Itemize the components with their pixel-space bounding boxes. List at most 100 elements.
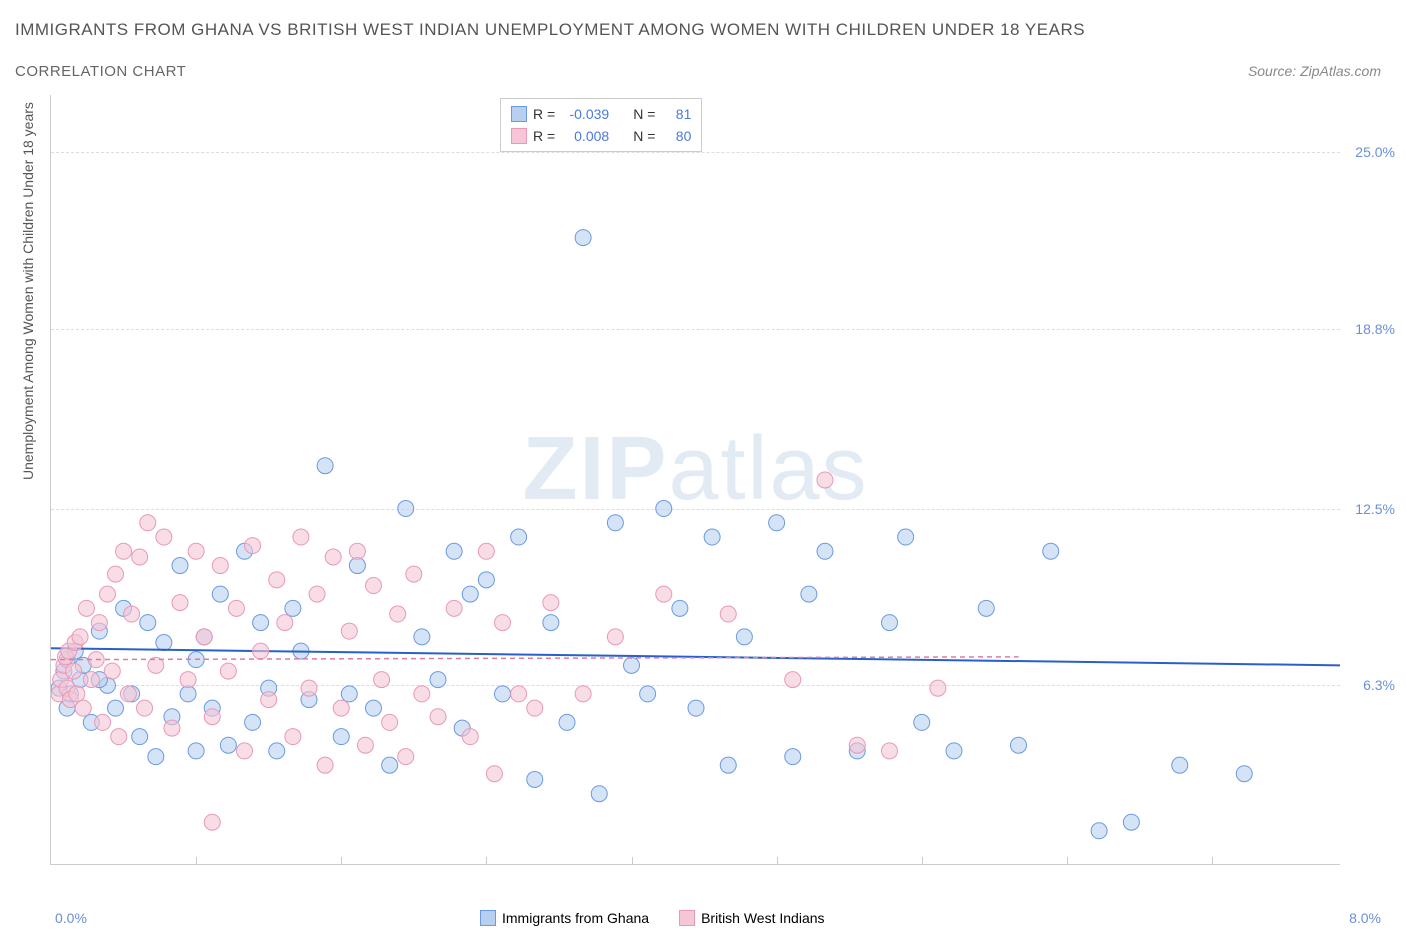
- data-point: [317, 458, 333, 474]
- data-point: [462, 586, 478, 602]
- data-point: [575, 230, 591, 246]
- data-point: [607, 515, 623, 531]
- data-point: [261, 692, 277, 708]
- data-point: [704, 529, 720, 545]
- data-point: [930, 680, 946, 696]
- data-point: [180, 672, 196, 688]
- data-point: [817, 472, 833, 488]
- page-subtitle: CORRELATION CHART: [15, 63, 186, 80]
- data-point: [83, 672, 99, 688]
- data-point: [124, 606, 140, 622]
- data-point: [543, 595, 559, 611]
- y-tick-label: 6.3%: [1363, 677, 1395, 693]
- r-label: R =: [533, 128, 555, 144]
- data-point: [406, 566, 422, 582]
- data-point: [366, 700, 382, 716]
- data-point: [1091, 823, 1107, 839]
- data-point: [116, 543, 132, 559]
- swatch-icon: [679, 910, 695, 926]
- x-axis-end: 8.0%: [1349, 910, 1381, 926]
- legend-item: Immigrants from Ghana: [480, 910, 649, 926]
- data-point: [720, 606, 736, 622]
- data-point: [462, 729, 478, 745]
- data-point: [277, 615, 293, 631]
- y-axis-label: Unemployment Among Women with Children U…: [20, 102, 36, 480]
- data-point: [817, 543, 833, 559]
- data-point: [1172, 757, 1188, 773]
- n-label: N =: [633, 128, 655, 144]
- data-point: [366, 578, 382, 594]
- data-point: [108, 700, 124, 716]
- data-point: [946, 743, 962, 759]
- data-point: [164, 720, 180, 736]
- data-point: [430, 709, 446, 725]
- data-point: [720, 757, 736, 773]
- data-point: [269, 743, 285, 759]
- y-tick-label: 12.5%: [1355, 501, 1395, 517]
- data-point: [180, 686, 196, 702]
- chart-area: ZIPatlas 25.0%18.8%12.5%6.3%: [50, 95, 1340, 865]
- data-point: [1011, 737, 1027, 753]
- data-point: [656, 501, 672, 517]
- data-point: [269, 572, 285, 588]
- data-point: [349, 558, 365, 574]
- swatch-icon: [511, 128, 527, 144]
- data-point: [132, 729, 148, 745]
- data-point: [390, 606, 406, 622]
- data-point: [882, 615, 898, 631]
- data-point: [430, 672, 446, 688]
- data-point: [104, 663, 120, 679]
- legend-label: British West Indians: [701, 910, 824, 926]
- data-point: [204, 709, 220, 725]
- data-point: [72, 629, 88, 645]
- data-point: [341, 623, 357, 639]
- data-point: [495, 615, 511, 631]
- data-point: [486, 766, 502, 782]
- data-point: [527, 700, 543, 716]
- data-point: [75, 700, 91, 716]
- data-point: [398, 501, 414, 517]
- legend-stats: R = -0.039 N = 81 R = 0.008 N = 80: [500, 98, 702, 152]
- data-point: [849, 737, 865, 753]
- data-point: [156, 635, 172, 651]
- data-point: [78, 600, 94, 616]
- data-point: [301, 680, 317, 696]
- data-point: [398, 749, 414, 765]
- data-point: [99, 586, 115, 602]
- data-point: [111, 729, 127, 745]
- page-title: IMMIGRANTS FROM GHANA VS BRITISH WEST IN…: [15, 20, 1085, 40]
- legend-label: Immigrants from Ghana: [502, 910, 649, 926]
- data-point: [382, 714, 398, 730]
- legend-series: Immigrants from Ghana British West India…: [480, 910, 825, 926]
- data-point: [132, 549, 148, 565]
- data-point: [253, 615, 269, 631]
- data-point: [882, 743, 898, 759]
- data-point: [253, 643, 269, 659]
- data-point: [495, 686, 511, 702]
- data-point: [293, 529, 309, 545]
- data-point: [317, 757, 333, 773]
- y-tick-label: 18.8%: [1355, 321, 1395, 337]
- data-point: [341, 686, 357, 702]
- trend-line: [51, 648, 1340, 665]
- data-point: [511, 529, 527, 545]
- scatter-plot: [51, 95, 1340, 864]
- data-point: [575, 686, 591, 702]
- data-point: [188, 543, 204, 559]
- data-point: [333, 729, 349, 745]
- data-point: [624, 657, 640, 673]
- data-point: [591, 786, 607, 802]
- data-point: [414, 629, 430, 645]
- data-point: [1123, 814, 1139, 830]
- data-point: [785, 749, 801, 765]
- data-point: [446, 600, 462, 616]
- data-point: [801, 586, 817, 602]
- data-point: [69, 686, 85, 702]
- data-point: [640, 686, 656, 702]
- data-point: [672, 600, 688, 616]
- n-label: N =: [633, 106, 655, 122]
- data-point: [66, 663, 82, 679]
- legend-item: British West Indians: [679, 910, 824, 926]
- data-point: [91, 615, 107, 631]
- n-value: 80: [661, 128, 691, 144]
